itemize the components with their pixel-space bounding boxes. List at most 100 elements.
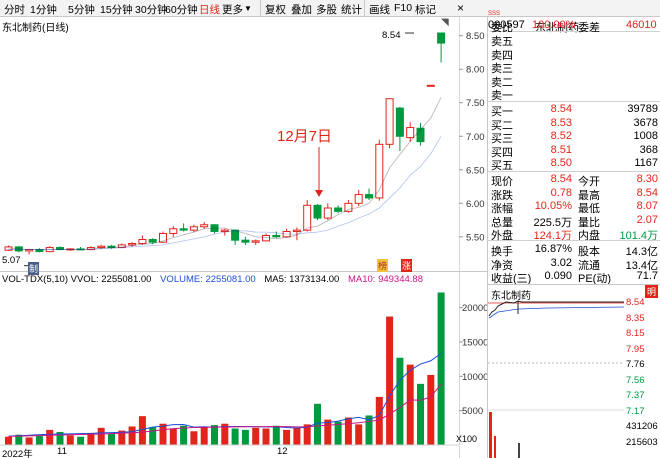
ask-row: 卖三 [491,63,513,75]
volume-bar [200,426,208,445]
indicator-header: VOL-TDX(5,10) VVOL: 2255081.00 VOLUME: 2… [2,274,423,285]
period-tab-60min[interactable]: 60分钟 [165,4,198,16]
ranking-badge[interactable]: 榜 [377,259,389,272]
candle [437,32,446,44]
period-tab-1min[interactable]: 1分钟 [30,4,57,16]
order-divider [488,101,660,102]
mark-button[interactable]: 标记 [415,4,436,16]
candle [138,239,147,245]
candle [262,234,270,242]
volume-bar [417,383,424,445]
overlay-button[interactable]: 叠加 [291,4,312,16]
statistics-button[interactable]: 统计 [341,4,362,16]
volume-bar [15,434,23,445]
volume-tick-label: 15000 [462,337,487,348]
mini-price-line [488,300,624,317]
high-price-label: 8.54 [382,30,401,41]
candle [86,247,95,251]
candle [272,234,281,238]
volume-bar [159,423,167,445]
volume-bar [241,429,249,445]
mini-tick-label: 7.37 [626,390,645,401]
volume-bars-layer [5,292,445,445]
volume-bar [231,428,239,445]
volume-bar [252,427,260,445]
mini-intraday-chart[interactable] [488,298,660,458]
candlestick-chart[interactable]: 8.50 8.00 7.50 7.00 6.50 6.00 5.50 20000 15000 10… [0,17,487,458]
volume-tick-label: 5000 [462,406,483,417]
volume-bar [303,424,311,445]
annotation-arrow-head [315,190,323,197]
multi-stock-button[interactable]: 多股 [316,4,337,16]
bid-row: 买二 8.53 3678 [491,116,658,132]
volume-bar [128,426,136,445]
candle [76,248,85,251]
volume-bar [211,425,218,445]
volume-bar [97,427,105,445]
chevron-down-icon[interactable]: ▼ [244,4,252,13]
candle [385,98,394,145]
stat-row: 现价 8.54 今开 8.30 [491,173,658,188]
limit-up-badge[interactable]: 涨 [401,259,413,272]
ma-lines-layer [8,97,442,250]
stock-event-badge[interactable]: 制 [28,262,40,275]
volume-bar [35,436,43,445]
price-tick-label: 8.00 [466,65,485,76]
low-price-label: 5.07 [2,255,21,266]
candle [210,224,219,232]
mini-chart-title: 东北制药 [491,291,531,302]
period-tab-daily[interactable]: 日线 [199,4,220,16]
ma10-line [8,136,442,250]
volume-bar [138,416,146,445]
mini-tick-label: 215603 [626,436,658,448]
ma10-value: MA10: 949344.88 [347,274,423,285]
expand-icon[interactable]: ◥ [441,17,449,28]
period-tab-30min[interactable]: 30分钟 [135,4,168,16]
draw-line-button[interactable]: 画线 [369,4,390,16]
volume-bar [87,433,95,445]
indicator-divider [0,271,487,272]
period-tab-intraday[interactable]: 分时 [4,4,25,16]
side-badge[interactable]: 明 [645,285,659,298]
period-toolbar: 分时 1分钟 5分钟 15分钟 30分钟 60分钟 日线 更多 ▼ 复权 叠加 … [0,0,660,17]
candle [117,244,126,249]
x-axis-year: 2022年 [2,449,33,458]
candle [35,249,44,253]
volume-bar [169,428,177,445]
volume-bar [427,374,435,445]
candle [323,207,332,219]
capital-row: 收益(三) 0.090 PE(动) 71.7 [491,270,658,285]
x-axis-month-12: 12 [277,446,288,457]
mini-tick-label: 8.35 [626,312,645,324]
ask-row: 卖一 [491,90,513,102]
candle [200,224,209,228]
fuquan-button[interactable]: 复权 [265,4,286,16]
period-tab-more[interactable]: 更多 [222,4,243,16]
volume-bar [46,429,54,445]
candle [220,229,229,232]
indicator-name[interactable]: VOL-TDX(5,10) VVOL: 2255081.00 [2,274,152,285]
volume-bar [355,424,363,445]
volume-bar [334,421,342,445]
volume-value: VOLUME: 2255081.00 [160,274,256,285]
mini-divider [488,284,660,285]
volume-bar [221,423,229,445]
close-icon[interactable]: × [457,1,465,15]
candle [189,226,198,231]
volume-bar [324,419,332,445]
volume-bar [190,431,198,445]
ask-row: 卖五 [491,36,513,48]
bid-row: 买四 8.51 368 [491,143,658,159]
price-tick-label: 5.50 [466,232,485,243]
mini-tick-label: 7.76 [626,359,645,370]
stat-row: 涨跌 0.78 最高 8.54 [491,186,658,202]
candle [148,239,157,243]
mini-tick-label: 8.54 [626,297,645,308]
f10-button[interactable]: F10 [394,2,413,14]
candle [292,229,301,232]
price-tick-label: 6.50 [466,165,485,176]
volume-bar [437,292,445,445]
period-tab-5min[interactable]: 5分钟 [68,4,95,16]
x-axis-month-11: 11 [57,446,67,457]
period-tab-15min[interactable]: 15分钟 [100,4,133,16]
